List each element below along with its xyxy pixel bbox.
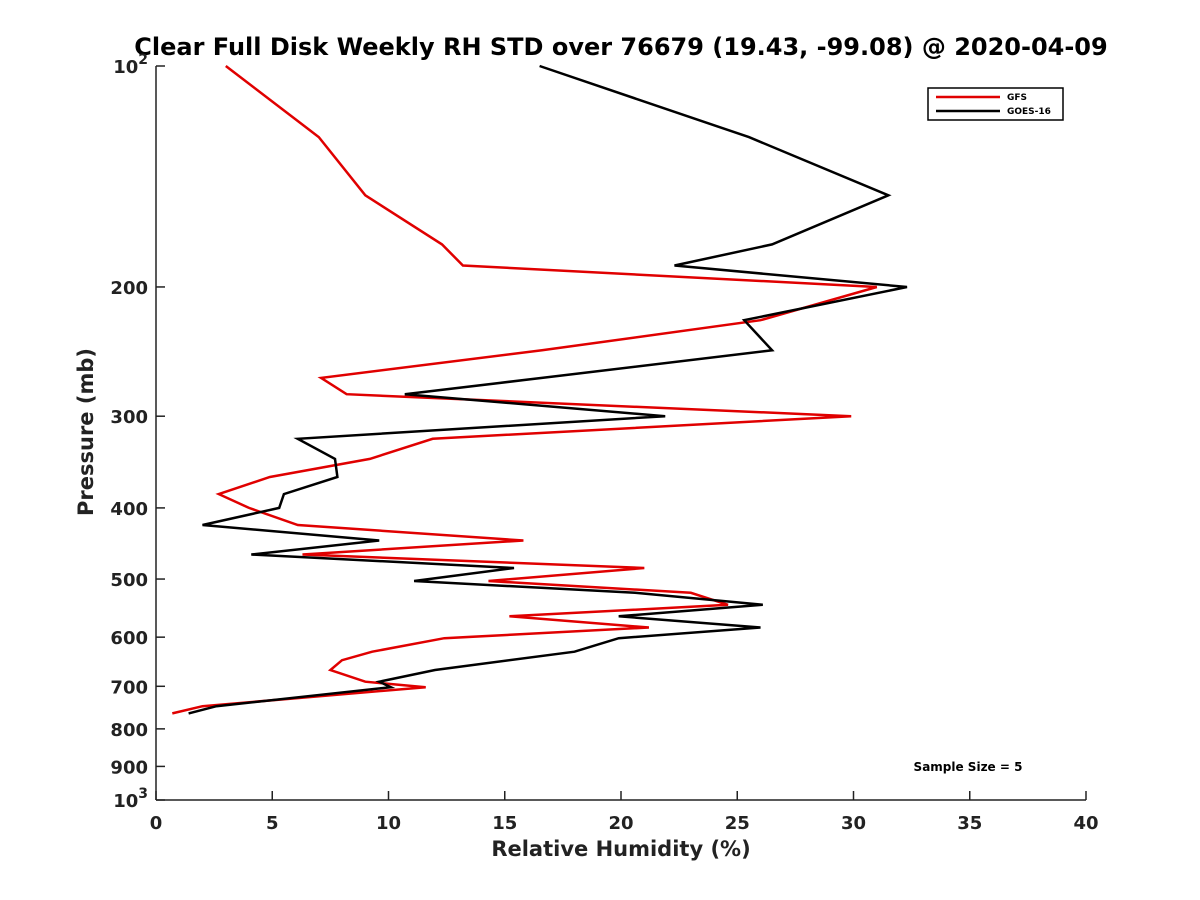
y-tick-label: 103	[113, 786, 148, 812]
y-tick-label: 600	[110, 628, 148, 649]
legend: GFS GOES-16	[927, 87, 1064, 121]
x-tick-label: 25	[725, 813, 750, 834]
chart-title: Clear Full Disk Weekly RH STD over 76679…	[134, 33, 1107, 61]
legend-label: GFS	[1007, 93, 1027, 103]
y-tick-label: 400	[110, 499, 148, 520]
sample-size-annotation: Sample Size = 5	[914, 760, 1023, 774]
x-axis-label: Relative Humidity (%)	[491, 837, 750, 861]
series-line-goes-16	[188, 64, 908, 715]
legend-label: GOES-16	[1007, 107, 1051, 117]
x-tick-label: 20	[608, 813, 633, 834]
y-tick-label: 900	[110, 757, 148, 778]
y-tick-label: 700	[110, 677, 148, 698]
y-tick-label: 800	[110, 720, 148, 741]
axes-layer: 0 5 10 15 20 25 30 35 40 102 200 300 400 500 600 700 800…	[110, 52, 1098, 834]
y-tick-label: 102	[113, 52, 148, 78]
x-tick-label: 35	[957, 813, 982, 834]
x-tick-label: 40	[1073, 813, 1098, 834]
x-tick-label: 30	[841, 813, 866, 834]
series-layer	[172, 64, 908, 715]
y-tick-label: 200	[110, 278, 148, 299]
y-tick-label: 300	[110, 407, 148, 428]
x-tick-label: 15	[492, 813, 517, 834]
x-tick-label: 0	[150, 813, 163, 834]
legend-box	[927, 87, 1064, 121]
x-tick-label: 5	[266, 813, 279, 834]
y-tick-label: 500	[110, 570, 148, 591]
y-axis-label: Pressure (mb)	[74, 348, 98, 516]
series-line-gfs	[172, 65, 878, 715]
x-tick-label: 10	[376, 813, 401, 834]
